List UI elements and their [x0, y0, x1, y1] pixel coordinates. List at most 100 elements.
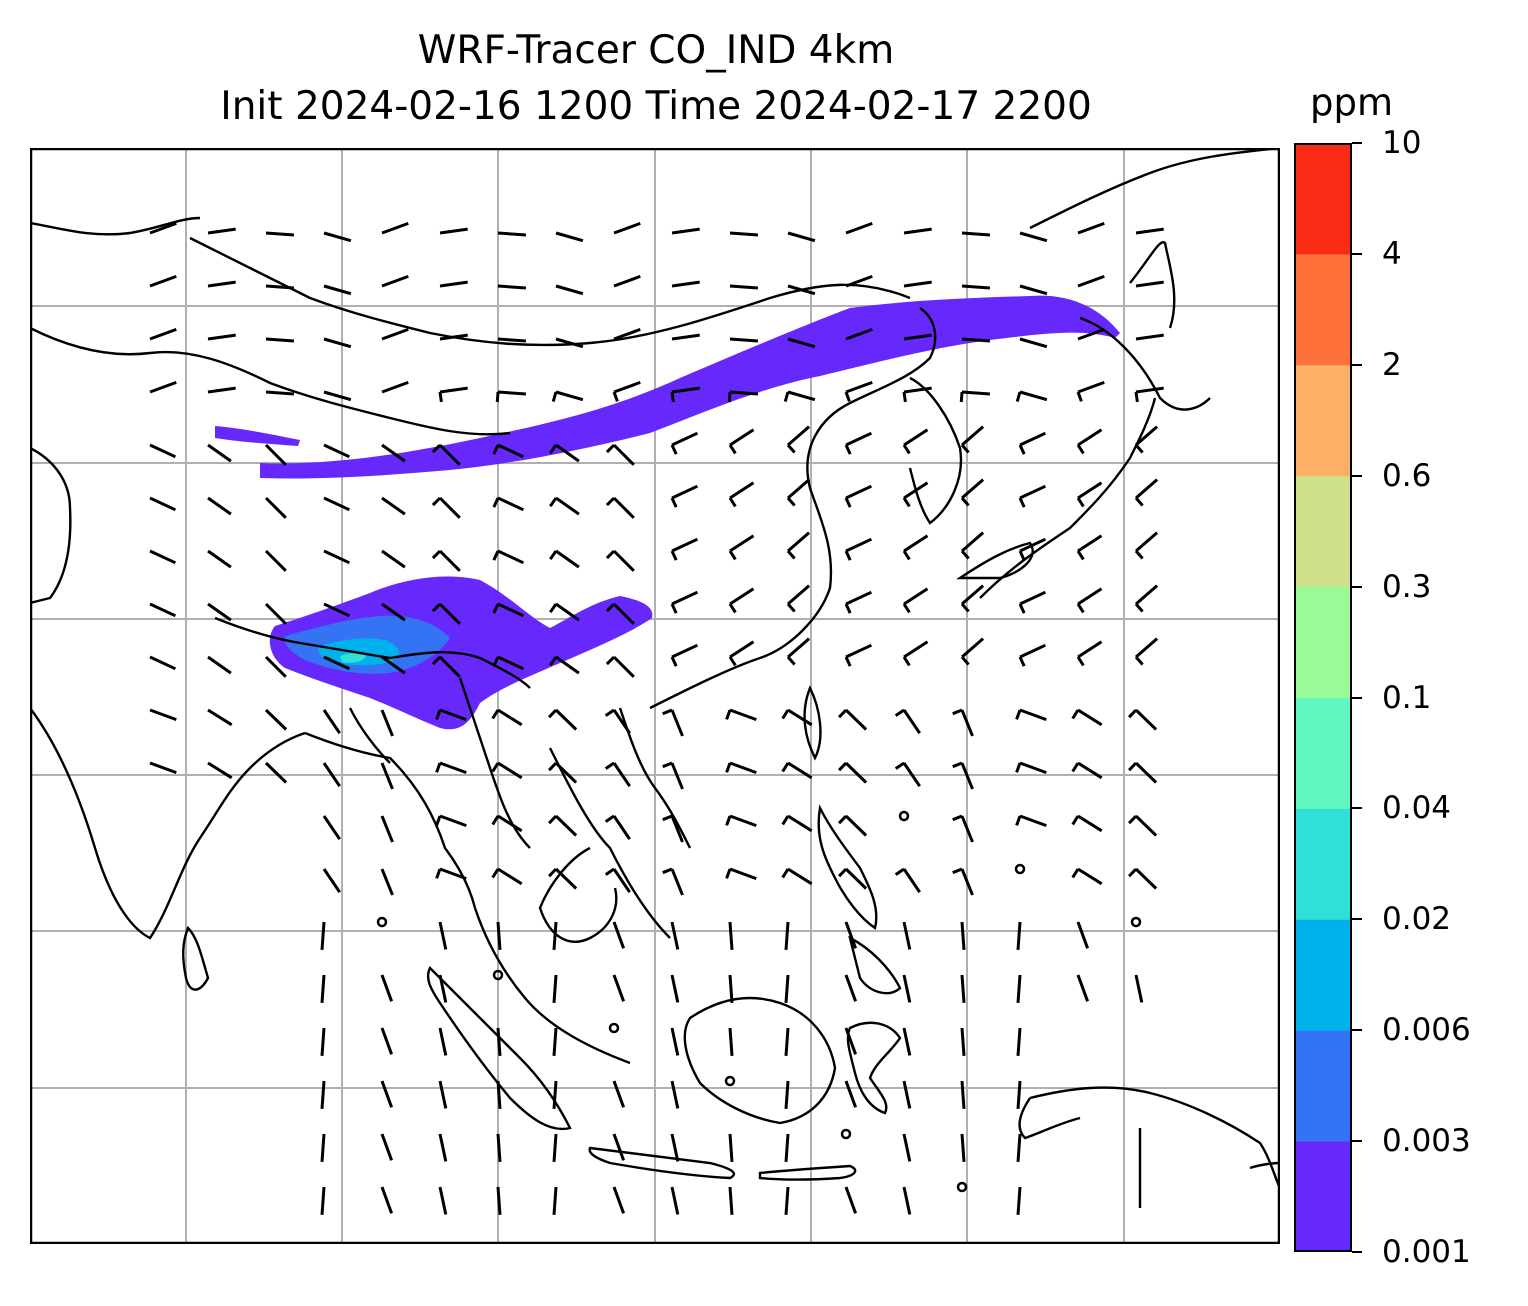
colorbar-tick-label: 0.3	[1382, 568, 1432, 605]
wind-barb	[844, 590, 873, 614]
colorbar-segment	[1294, 364, 1352, 477]
wind-barb	[787, 337, 816, 349]
wind-barb	[960, 1080, 966, 1110]
wind-barb	[548, 814, 578, 837]
wind-barb	[381, 221, 409, 235]
colorbar-segment	[1294, 475, 1352, 588]
wind-barb	[786, 637, 811, 666]
wind-barb	[902, 1080, 912, 1109]
wind-barb	[149, 380, 177, 394]
wind-barb	[496, 1133, 502, 1163]
wind-barb	[902, 587, 929, 614]
wind-barb	[431, 549, 461, 572]
wind-barb	[381, 602, 406, 622]
wind-barb	[380, 1027, 394, 1055]
wind-barb	[1076, 481, 1103, 508]
wind-barb	[491, 814, 523, 833]
wind-barb	[902, 534, 929, 561]
wind-barb	[670, 1186, 680, 1215]
wind-barb	[320, 1027, 326, 1057]
wind-barb	[844, 921, 858, 949]
wind-barb	[781, 761, 813, 780]
wind-barb	[435, 708, 467, 722]
wind-barb	[903, 280, 932, 288]
plume-wisp-west	[215, 426, 300, 446]
wind-barb	[381, 274, 409, 288]
wind-barb	[960, 584, 985, 613]
colorbar-tick-mark	[1352, 696, 1362, 699]
wind-barb	[783, 390, 816, 403]
wind-barb	[265, 390, 295, 396]
wind-barb	[670, 590, 699, 614]
wind-barb	[1128, 761, 1158, 784]
wind-barb	[838, 708, 868, 731]
wind-barb	[670, 537, 699, 561]
wind-barb	[604, 814, 631, 841]
wind-barb	[438, 1186, 448, 1215]
wind-barb	[670, 1027, 680, 1056]
wind-barb	[549, 549, 580, 569]
wind-barb	[1076, 921, 1090, 949]
calm-wind-marker	[724, 1075, 736, 1087]
wind-barb	[670, 431, 699, 455]
wind-barb	[149, 708, 177, 722]
calm-wind-marker	[1130, 916, 1142, 928]
wind-barb	[960, 637, 985, 666]
wind-barb	[149, 443, 177, 459]
wind-barb	[431, 602, 461, 625]
calm-wind-marker	[492, 969, 504, 981]
wind-barb	[497, 337, 527, 343]
colorbar-segment	[1294, 143, 1352, 255]
wind-barb	[491, 708, 523, 727]
colorbar-segment	[1294, 253, 1352, 366]
wind-barb	[549, 443, 580, 463]
wind-barb	[492, 443, 525, 459]
wind-barb	[1076, 428, 1103, 455]
wind-barb	[838, 867, 868, 890]
colorbar-tick-mark	[1352, 252, 1362, 255]
wind-barb	[784, 1027, 790, 1057]
wind-barb	[552, 1186, 558, 1216]
wind-barb	[207, 549, 232, 569]
colorbar-tick-label: 0.003	[1382, 1123, 1471, 1160]
wind-barb	[380, 1133, 394, 1161]
wind-barb	[1128, 814, 1158, 837]
wind-barb	[728, 587, 755, 614]
colorbar	[1294, 143, 1352, 1253]
wind-barb	[323, 443, 351, 459]
wind-barb	[1019, 284, 1048, 296]
wind-barb	[1077, 274, 1105, 288]
wind-barb	[323, 496, 351, 512]
wind-barb	[727, 390, 759, 403]
wind-barb	[322, 868, 341, 894]
colorbar-tick-label: 0.6	[1382, 457, 1432, 494]
wind-barb	[323, 655, 351, 671]
wind-barb	[670, 386, 700, 403]
wind-barb	[438, 921, 448, 950]
wind-barb	[491, 761, 523, 780]
wind-barb	[845, 221, 873, 235]
wind-barb	[838, 814, 868, 837]
chart-title-line-1: WRF-Tracer CO_IND 4km	[417, 28, 895, 73]
wind-barb	[207, 496, 232, 516]
wind-barb	[1016, 921, 1022, 951]
wind-barb	[604, 708, 631, 735]
wind-barb	[960, 1027, 966, 1057]
wind-barb	[1134, 974, 1144, 1003]
wind-barb	[548, 708, 578, 731]
wind-barb	[1018, 537, 1047, 561]
colorbar-segment	[1294, 586, 1352, 698]
wind-barb	[207, 655, 232, 675]
wind-barb	[605, 549, 635, 572]
wind-barb	[902, 974, 912, 1003]
wind-barb	[781, 814, 813, 833]
wind-barb	[961, 231, 991, 237]
wind-barb	[844, 974, 858, 1002]
colorbar-tick-mark	[1352, 1251, 1362, 1253]
wind-barb	[960, 974, 966, 1004]
wind-barb	[728, 534, 755, 561]
wind-barb	[496, 921, 502, 951]
wind-barb	[492, 602, 525, 618]
wind-barb	[728, 974, 734, 1004]
wind-barb	[725, 761, 757, 775]
